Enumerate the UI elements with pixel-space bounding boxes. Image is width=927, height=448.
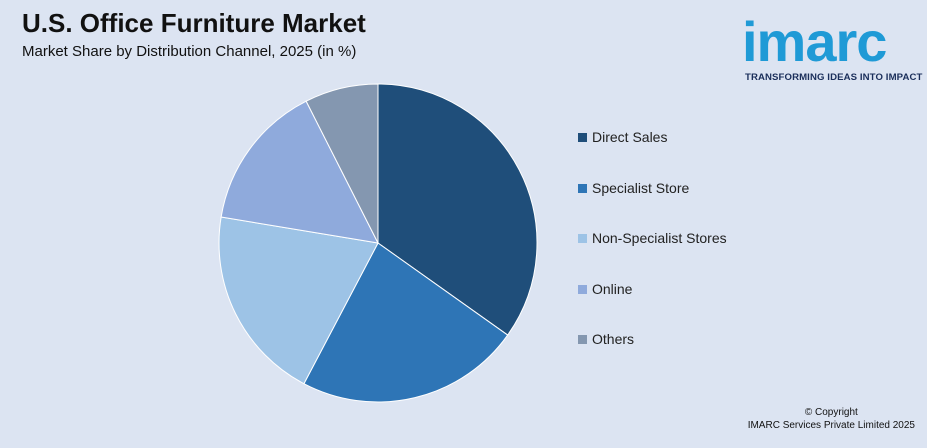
legend-label: Specialist Store xyxy=(592,179,690,196)
chart-title: U.S. Office Furniture Market xyxy=(22,8,366,38)
legend-item: Non-Specialist Stores xyxy=(578,229,727,280)
legend-label: Non-Specialist Stores xyxy=(592,230,727,246)
pie-slice-non-specialist-stores xyxy=(218,216,379,385)
legend-swatch xyxy=(578,183,587,193)
logo-tagline: TRANSFORMING IDEAS INTO IMPACT xyxy=(745,72,923,83)
pie-slice-others xyxy=(305,83,379,244)
pie-slice-direct-sales xyxy=(377,83,538,336)
chart-legend: Direct Sales Specialist Store Non-Speciali… xyxy=(578,128,727,381)
legend-label: Others xyxy=(592,331,635,347)
legend-swatch xyxy=(578,284,587,294)
logo-wordmark: imarc xyxy=(742,10,887,73)
copyright-line-2: IMARC Services Private Limited 2025 xyxy=(747,420,915,431)
legend-item: Online xyxy=(578,280,727,331)
copyright-notice: © Copyright IMARC Services Private Limit… xyxy=(748,406,915,432)
chart-subtitle: Market Share by Distribution Channel, 20… xyxy=(22,43,357,60)
legend-item: Direct Sales xyxy=(578,128,727,179)
pie-slice-online xyxy=(220,100,379,244)
legend-item: Specialist Store xyxy=(578,179,727,230)
legend-label: Online xyxy=(592,280,633,297)
legend-label: Direct Sales xyxy=(592,129,668,145)
legend-swatch xyxy=(578,335,587,344)
legend-swatch xyxy=(578,234,587,243)
legend-item: Others xyxy=(578,330,727,381)
imarc-logo: imarc TRANSFORMING IDEAS INTO IMPACT xyxy=(742,8,924,90)
legend-swatch xyxy=(578,133,587,142)
copyright-line-1: © Copyright xyxy=(804,407,858,418)
pie-slice-specialist-store xyxy=(303,242,509,403)
